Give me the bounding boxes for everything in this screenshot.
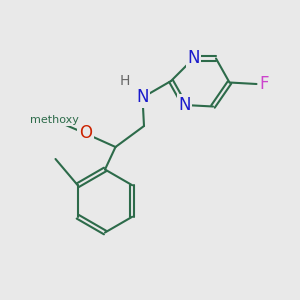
- Text: methoxy: methoxy: [30, 115, 78, 125]
- Text: N: N: [178, 96, 191, 114]
- Text: F: F: [259, 75, 269, 93]
- Text: N: N: [136, 88, 149, 106]
- Text: N: N: [187, 50, 200, 68]
- Text: H: H: [119, 74, 130, 88]
- Text: O: O: [79, 124, 92, 142]
